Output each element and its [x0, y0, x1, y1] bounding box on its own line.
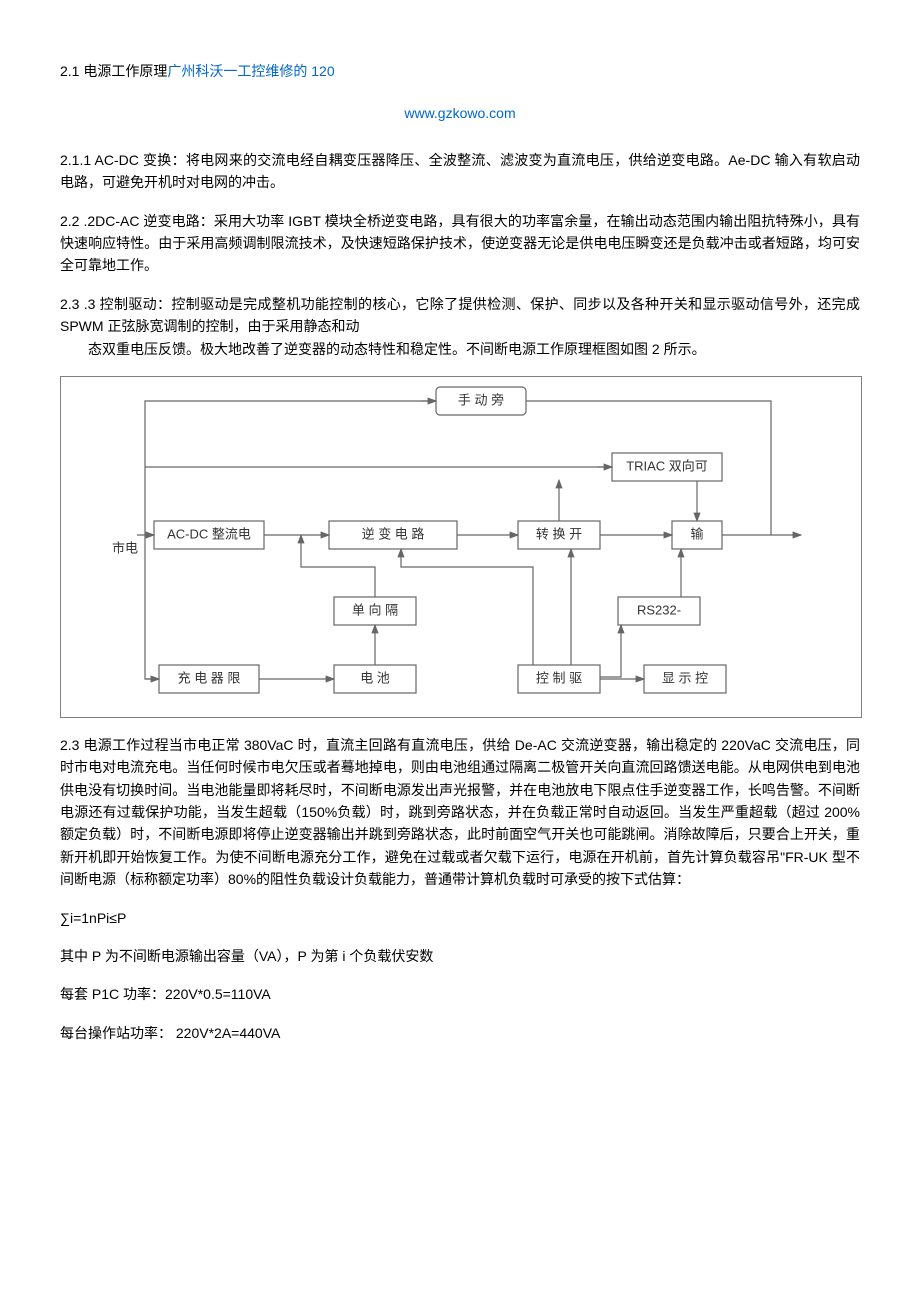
node-triac: TRIAC 双向可 [612, 453, 722, 481]
node-output: 输 [672, 521, 722, 549]
node-inverter-label: 逆 变 电 路 [362, 526, 425, 541]
para-2-3-process: 2.3 电源工作过程当市电正常 380VaC 时，直流主回路有直流电压，供给 D… [60, 734, 860, 891]
edge-input-up [145, 401, 436, 535]
heading-text-black: 电源工作原理 [83, 63, 167, 79]
node-manual: 手 动 旁 [436, 387, 526, 415]
website-url[interactable]: www.gzkowo.com [60, 102, 860, 124]
node-rs232-label: RS232- [637, 602, 681, 617]
node-triac-label: TRIAC 双向可 [626, 458, 708, 473]
node-charger-label: 充 电 器 限 [178, 670, 241, 685]
ups-block-diagram: 市电 手 动 旁 TRIAC 双向可 AC-DC 整流电 逆 变 电 路 转 换… [60, 376, 862, 718]
node-rs232: RS232- [618, 597, 700, 625]
node-diode-label: 单 向 隔 [352, 602, 398, 617]
para-station-power: 每台操作站功率： 220V*2A=440VA [60, 1022, 860, 1044]
node-battery-label: 电 池 [360, 670, 390, 685]
node-display-label: 显 示 控 [662, 670, 708, 685]
para-2-1-1: 2.1.1 AC-DC 变换：将电网来的交流电经自耦变压器降压、全波整流、滤波变… [60, 149, 860, 194]
section-heading: 2.1 电源工作原理广州科沃一工控维修的 120 [60, 60, 860, 82]
para-2-2: 2.2 .2DC-AC 逆变电路：采用大功率 IGBT 模块全桥逆变电路，具有很… [60, 210, 860, 277]
heading-number: 2.1 [60, 63, 79, 79]
node-control: 控 制 驱 [518, 665, 600, 693]
node-switch: 转 换 开 [518, 521, 600, 549]
para-2-3b: 态双重电压反馈。极大地改善了逆变器的动态特性和稳定性。不间断电源工作原理框图如图… [60, 338, 860, 360]
node-display: 显 示 控 [644, 665, 726, 693]
node-battery: 电 池 [334, 665, 416, 693]
node-charger: 充 电 器 限 [159, 665, 259, 693]
para-p1c-power: 每套 P1C 功率：220V*0.5=110VA [60, 983, 860, 1005]
node-output-label: 输 [690, 526, 703, 541]
para-2-3a: 2.3 .3 控制驱动：控制驱动是完成整机功能控制的核心，它除了提供检测、保护、… [60, 293, 860, 338]
edge-input-charger [145, 535, 159, 679]
node-acdc-label: AC-DC 整流电 [167, 526, 251, 541]
diagram-input-label: 市电 [112, 540, 138, 555]
node-control-label: 控 制 驱 [536, 670, 582, 685]
edge-control-inverter [401, 549, 533, 665]
formula: ∑i=1nPi≤P [60, 907, 860, 929]
para-formula-explain: 其中 P 为不间断电源输出容量（VA），P 为第 i 个负载伏安数 [60, 945, 860, 967]
heading-text-blue[interactable]: 广州科沃一工控维修的 120 [167, 63, 334, 79]
node-switch-label: 转 换 开 [536, 526, 582, 541]
node-diode: 单 向 隔 [334, 597, 416, 625]
node-inverter: 逆 变 电 路 [329, 521, 457, 549]
node-acdc: AC-DC 整流电 [154, 521, 264, 549]
node-manual-label: 手 动 旁 [458, 392, 504, 407]
edge-control-rs232 [600, 625, 621, 677]
